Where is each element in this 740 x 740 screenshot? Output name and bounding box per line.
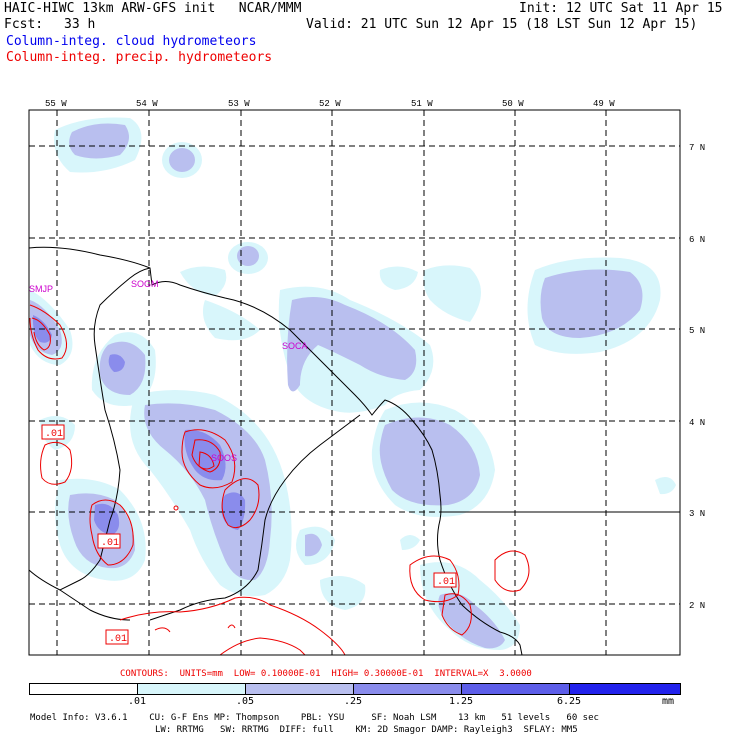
field-cloud-hydrometeors: Column-integ. cloud hydrometeors xyxy=(6,34,257,49)
lon-label-54w: 54 W xyxy=(136,99,158,109)
station-soca: SOCA xyxy=(282,341,308,351)
lon-label-52w: 52 W xyxy=(319,99,341,109)
lat-label-5n: 5 N xyxy=(689,326,705,336)
colorbar-label-5: 6.25 xyxy=(556,696,582,707)
contour-label-2: .01 xyxy=(101,538,119,549)
contour-label-1: .01 xyxy=(45,429,63,440)
lon-label-53w: 53 W xyxy=(228,99,250,109)
station-smjp: SMJP xyxy=(29,284,53,294)
lon-label-51w: 51 W xyxy=(411,99,433,109)
lon-label-49w: 49 W xyxy=(593,99,615,109)
cloud-shading xyxy=(30,117,676,650)
contour-labels: .01 .01 .01 .01 xyxy=(41,424,457,645)
field-precip-hydrometeors: Column-integ. precip. hydrometeors xyxy=(6,50,273,65)
colorbar-bin-1 xyxy=(29,683,138,695)
coastline-borders xyxy=(28,246,680,656)
init-time: Init: 12 UTC Sat 11 Apr 15 xyxy=(519,1,723,16)
colorbar-bin-6 xyxy=(569,683,681,695)
colorbar-bin-3 xyxy=(245,683,354,695)
colorbar-label-3: .25 xyxy=(343,696,363,707)
colorbar-bin-5 xyxy=(461,683,570,695)
colorbar-label-2: .05 xyxy=(235,696,255,707)
lat-label-4n: 4 N xyxy=(689,418,705,428)
colorbar-units: mm xyxy=(661,696,675,707)
lat-label-7n: 7 N xyxy=(689,143,705,153)
forecast-hours: 33 h xyxy=(64,17,96,32)
lon-labels: 55 W 54 W 53 W 52 W 51 W 50 W 49 W xyxy=(45,99,615,109)
lat-labels: 7 N 6 N 5 N 4 N 3 N 2 N xyxy=(689,143,705,611)
lat-label-2n: 2 N xyxy=(689,601,705,611)
contour-label-4: .01 xyxy=(109,634,127,645)
station-soos: SOOS xyxy=(211,453,237,463)
precip-contours xyxy=(29,304,530,656)
lon-label-55w: 55 W xyxy=(45,99,67,109)
lat-label-3n: 3 N xyxy=(689,509,705,519)
colorbar-bin-2 xyxy=(137,683,246,695)
forecast-label: Fcst: xyxy=(4,17,44,32)
model-title: HAIC-HIWC 13km ARW-GFS init NCAR/MMM xyxy=(4,1,302,16)
colorbar-label-1: .01 xyxy=(127,696,147,707)
station-sogm: SOGM xyxy=(131,279,159,289)
station-labels: SMJP SOGM SOCA SOOS xyxy=(29,279,308,463)
map-frame xyxy=(28,109,681,656)
colorbar-bin-4 xyxy=(353,683,462,695)
colorbar-label-4: 1.25 xyxy=(448,696,474,707)
footer-physics-info: LW: RRTMG SW: RRTMG DIFF: full KM: 2D Sm… xyxy=(155,725,578,735)
footer-model-info: Model Info: V3.6.1 CU: G-F Ens MP: Thomp… xyxy=(30,713,599,723)
contours-info: CONTOURS: UNITS=mm LOW= 0.10000E-01 HIGH… xyxy=(120,669,532,679)
lon-label-50w: 50 W xyxy=(502,99,524,109)
valid-time: Valid: 21 UTC Sun 12 Apr 15 (18 LST Sun … xyxy=(306,17,698,32)
lat-label-6n: 6 N xyxy=(689,235,705,245)
contour-label-3: .01 xyxy=(437,577,455,588)
